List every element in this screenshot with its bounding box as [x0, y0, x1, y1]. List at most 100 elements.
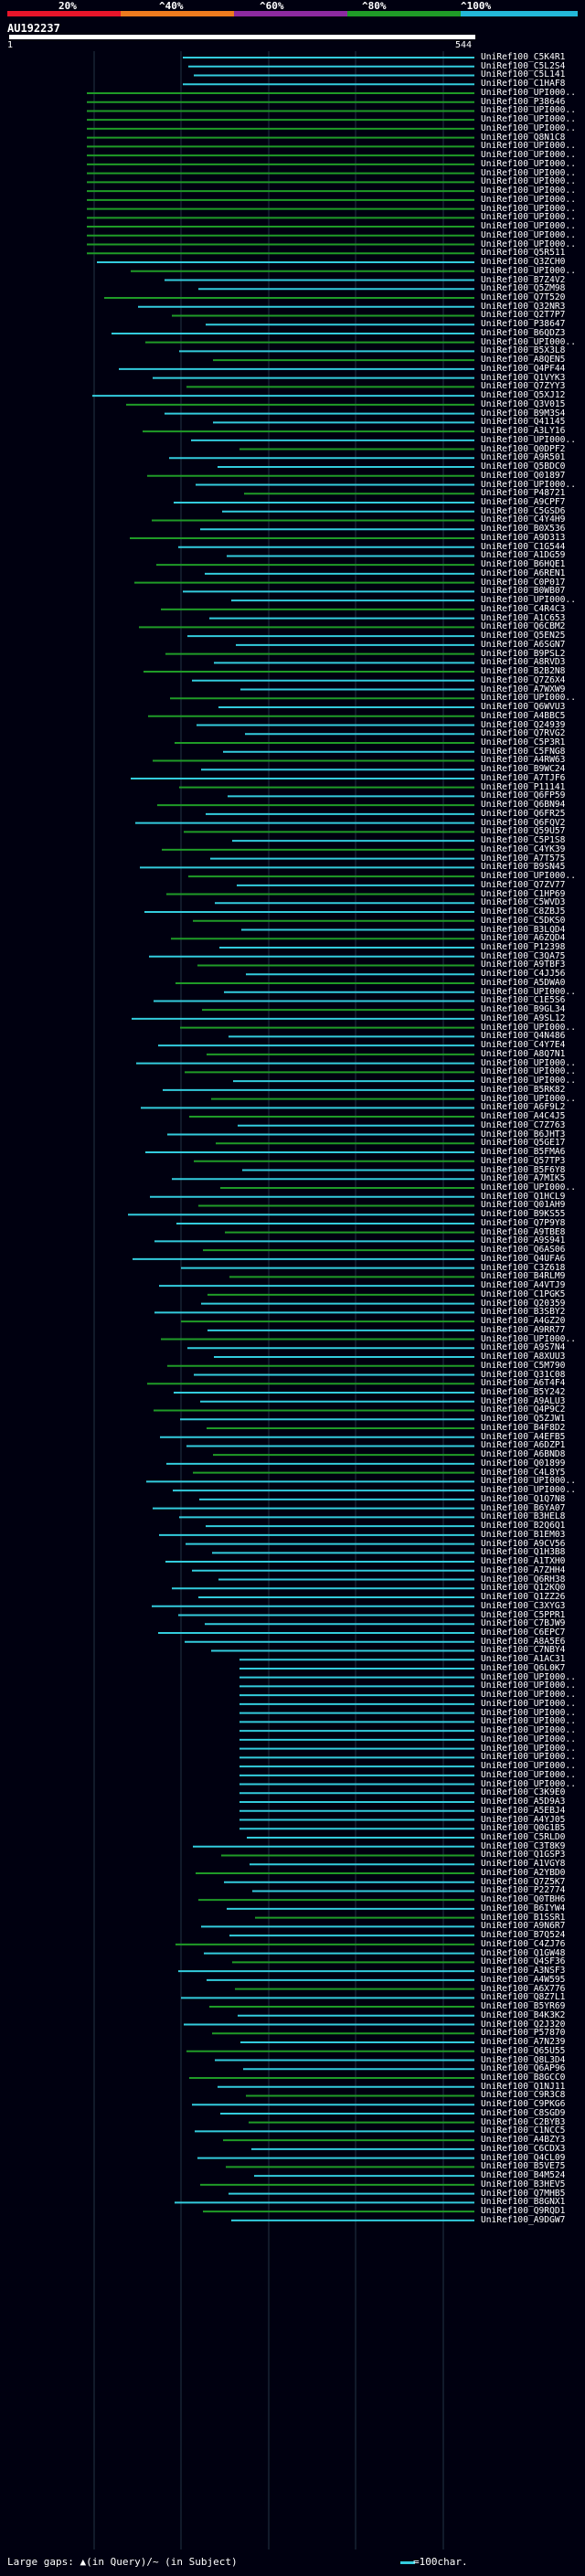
hit-label[interactable]: UniRef100_Q8N1C8	[481, 132, 566, 143]
hit-label[interactable]: UniRef100_B9GL34	[481, 1004, 566, 1015]
hit-label[interactable]: UniRef100_Q24939	[481, 719, 566, 730]
hit-label[interactable]: UniRef100_C1HP69	[481, 888, 566, 899]
hit-label[interactable]: UniRef100_B6YA07	[481, 1502, 566, 1513]
hit-label[interactable]: UniRef100_UPI000..	[481, 1769, 576, 1780]
hit-label[interactable]: UniRef100_UPI000..	[481, 194, 576, 205]
hit-label[interactable]: UniRef100_B6JHT3	[481, 1129, 566, 1140]
hit-label[interactable]: UniRef100_A9CV56	[481, 1538, 566, 1549]
hit-label[interactable]: UniRef100_A1AC31	[481, 1654, 566, 1665]
hit-label[interactable]: UniRef100_Q8L3D4	[481, 2054, 566, 2065]
hit-label[interactable]: UniRef100_A9CPF7	[481, 497, 566, 507]
hit-label[interactable]: UniRef100_UPI000..	[481, 212, 576, 223]
hit-label[interactable]: UniRef100_UPI000..	[481, 105, 576, 116]
hit-label[interactable]: UniRef100_A5EBJ4	[481, 1805, 566, 1816]
hit-label[interactable]: UniRef100_A4YJ05	[481, 1814, 566, 1825]
hit-label[interactable]: UniRef100_Q6AS06	[481, 1245, 566, 1256]
hit-label[interactable]: UniRef100_C5P1S8	[481, 835, 566, 846]
hit-label[interactable]: UniRef100_B4M524	[481, 2170, 566, 2181]
hit-label[interactable]: UniRef100_Q6AP96	[481, 2063, 566, 2074]
hit-label[interactable]: UniRef100_C5FNG8	[481, 746, 566, 757]
hit-label[interactable]: UniRef100_C3K9E0	[481, 1787, 566, 1798]
hit-label[interactable]: UniRef100_Q7MHB5	[481, 2188, 566, 2199]
hit-label[interactable]: UniRef100_A4RW63	[481, 755, 566, 766]
hit-label[interactable]: UniRef100_Q1GW48	[481, 1947, 566, 1958]
hit-label[interactable]: UniRef100_A1DG59	[481, 550, 566, 561]
hit-label[interactable]: UniRef100_A6BND8	[481, 1449, 566, 1460]
hit-label[interactable]: UniRef100_Q5GE17	[481, 1138, 566, 1149]
hit-label[interactable]: UniRef100_C2BYB3	[481, 2116, 566, 2127]
hit-label[interactable]: UniRef100_C4L8Y5	[481, 1467, 566, 1478]
hit-label[interactable]: UniRef100_UPI000..	[481, 1093, 576, 1104]
hit-label[interactable]: UniRef100_P22774	[481, 1885, 566, 1896]
hit-label[interactable]: UniRef100_A9S941	[481, 1235, 566, 1246]
hit-label[interactable]: UniRef100_B8GCC0	[481, 2072, 566, 2083]
hit-label[interactable]: UniRef100_B3HEL8	[481, 1511, 566, 1522]
hit-label[interactable]: UniRef100_Q12KQ0	[481, 1583, 566, 1594]
hit-label[interactable]: UniRef100_Q1HCL9	[481, 1191, 566, 1202]
hit-label[interactable]: UniRef100_UPI000..	[481, 176, 576, 187]
hit-label[interactable]: UniRef100_B3LQD4	[481, 924, 566, 935]
hit-label[interactable]: UniRef100_Q7ZV77	[481, 879, 566, 890]
hit-label[interactable]: UniRef100_A7T575	[481, 853, 566, 864]
hit-label[interactable]: UniRef100_B2Q6Q1	[481, 1521, 566, 1532]
hit-label[interactable]: UniRef100_B5Y242	[481, 1387, 566, 1397]
hit-label[interactable]: UniRef100_A7N239	[481, 2037, 566, 2048]
hit-label[interactable]: UniRef100_UPI000..	[481, 1690, 576, 1701]
hit-label[interactable]: UniRef100_C8SGD9	[481, 2107, 566, 2118]
hit-label[interactable]: UniRef100_Q1H3B8	[481, 1547, 566, 1558]
hit-label[interactable]: UniRef100_Q1ZZ26	[481, 1592, 566, 1603]
hit-label[interactable]: UniRef100_A8Q7N1	[481, 1048, 566, 1059]
hit-label[interactable]: UniRef100_A5D9A3	[481, 1797, 566, 1807]
hit-label[interactable]: UniRef100_Q3ZCH0	[481, 257, 566, 268]
hit-label[interactable]: UniRef100_C5L2S4	[481, 60, 566, 71]
hit-label[interactable]: UniRef100_C5RLD0	[481, 1832, 566, 1842]
hit-label[interactable]: UniRef100_Q7ZYY3	[481, 381, 566, 392]
hit-label[interactable]: UniRef100_Q6L0K7	[481, 1662, 566, 1673]
hit-label[interactable]: UniRef100_Q4SF36	[481, 1956, 566, 1967]
hit-label[interactable]: UniRef100_P38646	[481, 96, 566, 107]
hit-label[interactable]: UniRef100_B6HQE1	[481, 559, 566, 570]
hit-label[interactable]: UniRef100_Q4UFA6	[481, 1253, 566, 1264]
hit-label[interactable]: UniRef100_C5L141	[481, 69, 566, 80]
hit-label[interactable]: UniRef100_Q6FR25	[481, 808, 566, 819]
hit-label[interactable]: UniRef100_UPI000..	[481, 150, 576, 161]
hit-label[interactable]: UniRef100_UPI000..	[481, 1182, 576, 1193]
hit-label[interactable]: UniRef100_A8QEN5	[481, 355, 566, 366]
hit-label[interactable]: UniRef100_A7WXW9	[481, 684, 566, 694]
hit-label[interactable]: UniRef100_Q0TBH6	[481, 1894, 566, 1905]
hit-label[interactable]: UniRef100_UPI000..	[481, 336, 576, 347]
hit-label[interactable]: UniRef100_UPI000..	[481, 1671, 576, 1682]
hit-label[interactable]: UniRef100_A5DWA0	[481, 977, 566, 988]
hit-label[interactable]: UniRef100_A9DGW7	[481, 2214, 566, 2225]
hit-label[interactable]: UniRef100_C6EPC7	[481, 1627, 566, 1638]
hit-label[interactable]: UniRef100_C6CDX3	[481, 2143, 566, 2154]
hit-label[interactable]: UniRef100_UPI000..	[481, 1476, 576, 1487]
hit-label[interactable]: UniRef100_A9S7N4	[481, 1342, 566, 1353]
hit-label[interactable]: UniRef100_UPI000..	[481, 1698, 576, 1709]
hit-label[interactable]: UniRef100_UPI000..	[481, 1752, 576, 1763]
hit-label[interactable]: UniRef100_Q31C08	[481, 1369, 566, 1380]
hit-label[interactable]: UniRef100_A4C4J5	[481, 1111, 566, 1122]
hit-label[interactable]: UniRef100_UPI000..	[481, 114, 576, 125]
hit-label[interactable]: UniRef100_Q7RVG2	[481, 728, 566, 739]
hit-label[interactable]: UniRef100_A7ZHH4	[481, 1564, 566, 1575]
hit-label[interactable]: UniRef100_Q4CL09	[481, 2152, 566, 2163]
hit-label[interactable]: UniRef100_C1G544	[481, 541, 566, 552]
hit-label[interactable]: UniRef100_A8A5E6	[481, 1636, 566, 1647]
hit-label[interactable]: UniRef100_Q5ZM98	[481, 283, 566, 294]
hit-label[interactable]: UniRef100_C0P017	[481, 577, 566, 588]
hit-label[interactable]: UniRef100_B1EM03	[481, 1529, 566, 1540]
hit-label[interactable]: UniRef100_Q59U57	[481, 826, 566, 837]
hit-label[interactable]: UniRef100_Q5BDC0	[481, 461, 566, 472]
hit-label[interactable]: UniRef100_UPI000..	[481, 1733, 576, 1744]
hit-label[interactable]: UniRef100_C5PPR1	[481, 1609, 566, 1620]
hit-label[interactable]: UniRef100_A1VGY8	[481, 1859, 566, 1870]
hit-label[interactable]: UniRef100_B1SSR1	[481, 1912, 566, 1923]
hit-label[interactable]: UniRef100_Q7T520	[481, 292, 566, 302]
hit-label[interactable]: UniRef100_Q4PF44	[481, 363, 566, 374]
hit-label[interactable]: UniRef100_Q6CBM2	[481, 621, 566, 632]
hit-label[interactable]: UniRef100_C7BJW9	[481, 1618, 566, 1629]
hit-label[interactable]: UniRef100_Q5EN25	[481, 631, 566, 641]
hit-label[interactable]: UniRef100_B3HEV5	[481, 2178, 566, 2189]
hit-label[interactable]: UniRef100_A9D313	[481, 532, 566, 543]
